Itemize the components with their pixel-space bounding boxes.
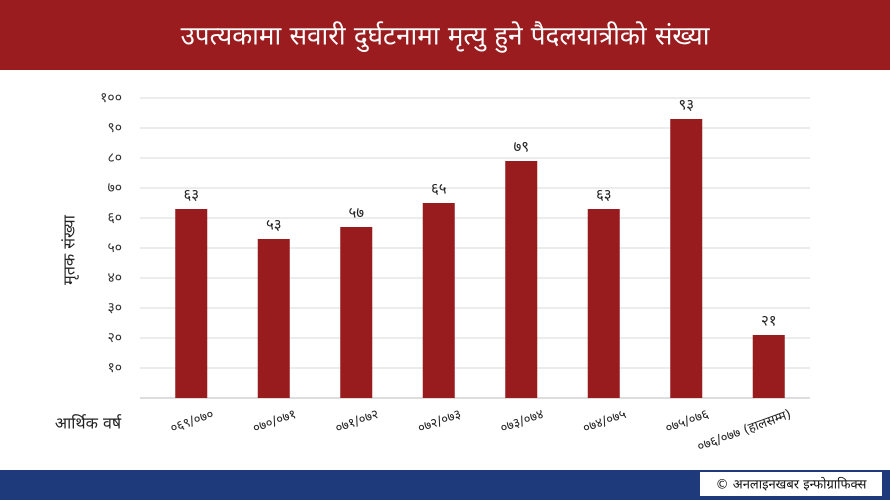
x-tick-label: ०७१/०७२ (333, 407, 380, 436)
y-tick-label: १० (107, 360, 122, 376)
y-tick-label: ८० (107, 150, 122, 166)
y-tick-label: ५० (107, 240, 122, 256)
y-tick-label: ३० (107, 300, 122, 316)
value-label: ७९ (513, 138, 529, 156)
chart-title: उपत्यकामा सवारी दुर्घटनामा मृत्यु हुने प… (181, 21, 711, 54)
bar (505, 161, 538, 398)
y-tick-label: १०० (100, 90, 122, 106)
footer-box (700, 472, 882, 496)
footer-credit: © अनलाइनखबर इन्फोग्राफिक्स (716, 477, 867, 493)
bar (752, 335, 785, 398)
value-label: २१ (761, 312, 777, 330)
x-tick-label: ०७०/०७१ (251, 407, 298, 436)
bar (257, 239, 290, 398)
value-label: ५७ (348, 204, 364, 222)
bar (587, 209, 620, 398)
value-label: ६५ (431, 180, 447, 198)
value-label: ६३ (596, 186, 612, 204)
y-tick-label: ७० (107, 180, 122, 196)
bar (340, 227, 373, 398)
value-label: ६३ (183, 186, 199, 204)
x-tick-label: ०७३/०७४ (498, 407, 546, 437)
value-label: ९३ (678, 96, 694, 114)
bar (422, 203, 455, 398)
x-tick-label: ०७५/०७६ (663, 407, 711, 437)
y-tick-label: ६० (107, 210, 122, 226)
value-label: ५३ (266, 216, 282, 234)
x-tick-label: ०७६/०७७ (हालसम्म) (695, 407, 793, 455)
y-tick-label: ४० (107, 270, 122, 286)
y-axis-label: मृतक संख्या (60, 214, 80, 285)
x-axis-label: आर्थिक वर्ष (55, 414, 122, 433)
bar (175, 209, 208, 398)
y-tick-label: ९० (107, 120, 122, 136)
y-tick-label: २० (107, 330, 122, 346)
x-tick-label: ०६९/०७० (168, 407, 215, 436)
bar (670, 119, 703, 398)
header-band (0, 0, 890, 70)
x-tick-label: ०७४/०७५ (581, 407, 629, 437)
x-tick-label: ०७२/०७३ (416, 407, 463, 436)
